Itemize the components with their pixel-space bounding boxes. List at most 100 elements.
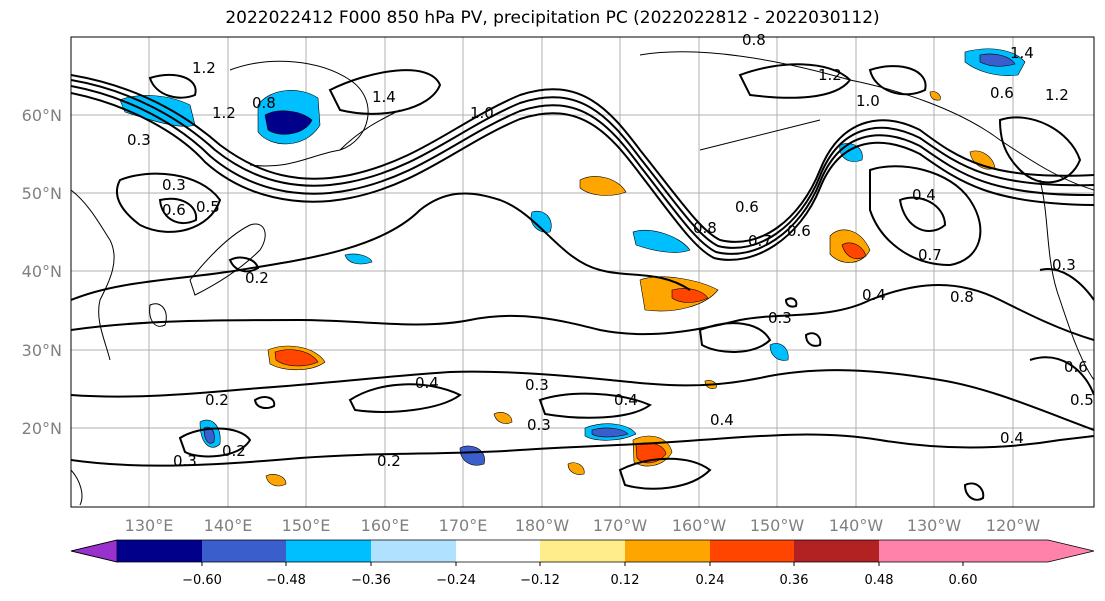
contour-label: 0.8: [742, 31, 766, 49]
lon-label: 150°W: [750, 516, 805, 535]
contour-label: 0.4: [415, 374, 439, 392]
contour-label: 0.4: [614, 391, 638, 409]
colorbar-swatch: [625, 540, 710, 562]
neg-anomaly-patch: [344, 253, 373, 265]
contour-label: 0.7: [918, 246, 942, 264]
colorbar-tick-label: 0.36: [780, 573, 809, 588]
lon-label: 140°W: [829, 516, 884, 535]
contour-label: 0.3: [162, 176, 186, 194]
lon-label: 170°W: [593, 516, 648, 535]
colorbar-swatch: [456, 540, 540, 562]
contour-label: 0.3: [1052, 256, 1076, 274]
lon-label: 150°E: [282, 516, 331, 535]
contour-label: 1.2: [818, 66, 842, 84]
colorbar-tick-label: 0.24: [696, 573, 725, 588]
contour-label: 1.2: [1045, 86, 1069, 104]
contour-label: 1.2: [192, 59, 216, 77]
contour-label: 0.2: [222, 442, 246, 460]
contour-label: 1.0: [856, 92, 880, 110]
neg-anomaly-patch: [203, 426, 215, 444]
neg-anomaly-patch: [459, 445, 485, 466]
lat-label: 50°N: [22, 184, 62, 203]
contour-label: 0.2: [377, 452, 401, 470]
contour-label: 0.3: [525, 376, 549, 394]
contour-label: 0.6: [1064, 358, 1088, 376]
colorbar-tick-label: −0.24: [436, 573, 476, 588]
contour-label: 1.4: [372, 88, 396, 106]
pos-anomaly-patch: [567, 462, 585, 475]
pos-anomaly-patch: [929, 91, 941, 101]
contour-label: 0.3: [768, 309, 792, 327]
contour-label: 0.4: [1000, 429, 1024, 447]
lon-label: 180°W: [515, 516, 570, 535]
colorbar-swatch: [117, 540, 202, 562]
colorbar-tick-label: 0.48: [865, 573, 894, 588]
colorbar-left-extension: [70, 539, 118, 563]
colorbar-tick-label: −0.60: [182, 573, 222, 588]
colorbar-swatch: [202, 540, 286, 562]
lon-label: 160°E: [361, 516, 410, 535]
lat-label: 40°N: [22, 262, 62, 281]
lat-label: 20°N: [22, 419, 62, 438]
lon-label: 140°E: [204, 516, 253, 535]
contour-label: 1.0: [470, 104, 494, 122]
pos-anomaly-patch: [841, 242, 867, 259]
contour-label: 0.6: [787, 222, 811, 240]
contour-label: 0.6: [990, 84, 1014, 102]
contour-label: 0.8: [693, 219, 717, 237]
pv-contours: [71, 63, 1094, 501]
colorbar-outline: [70, 539, 1095, 563]
lon-label: 130°E: [125, 516, 174, 535]
pos-anomaly-patch: [274, 349, 319, 367]
contour-label: 0.4: [710, 411, 734, 429]
contour-label: 0.3: [127, 131, 151, 149]
longitude-labels: 130°E 140°E 150°E 160°E 170°E 180°W 170°…: [125, 516, 1041, 535]
colorbar-right-extension: [963, 540, 1094, 562]
contour-label: 0.3: [173, 452, 197, 470]
colorbar-swatch: [879, 540, 963, 562]
neg-anomaly-patch: [264, 110, 313, 135]
contour-label: 1.2: [212, 104, 236, 122]
contour-label: 0.6: [162, 201, 186, 219]
pos-anomaly-patch: [579, 176, 627, 196]
contour-label: 1.4: [1010, 44, 1034, 62]
colorbar-swatch: [286, 540, 371, 562]
contour-label: 0.2: [245, 269, 269, 287]
colorbar-swatch: [794, 540, 879, 562]
colorbar-tick-label: −0.12: [520, 573, 560, 588]
pos-anomaly-patch: [493, 412, 513, 424]
colorbar-tick-label: −0.36: [351, 573, 391, 588]
lat-label: 30°N: [22, 341, 62, 360]
colorbar-swatch: [710, 540, 794, 562]
neg-anomaly-patch: [591, 427, 629, 438]
contour-label: 0.5: [196, 198, 220, 216]
contour-label: 0.6: [735, 198, 759, 216]
colorbar-tick-label: 0.60: [949, 573, 978, 588]
map-title: 2022022412 F000 850 hPa PV, precipitatio…: [225, 8, 880, 28]
precip-shading: [119, 48, 1026, 487]
contour-label: 0.7: [748, 232, 772, 250]
neg-anomaly-patch: [769, 343, 789, 361]
contour-label: 0.2: [205, 391, 229, 409]
colorbar-swatch: [540, 540, 625, 562]
contour-label: 0.3: [527, 416, 551, 434]
neg-anomaly-patch: [979, 53, 1016, 67]
colorbar-tick-label: 0.12: [611, 573, 640, 588]
colorbar-swatch: [371, 540, 456, 562]
colorbar-tick-label: −0.48: [266, 573, 306, 588]
lon-label: 170°E: [439, 516, 488, 535]
map-frame: [70, 36, 1095, 508]
contour-labels: 1.2 1.2 0.8 1.4 1.2 0.3 0.6 0.5 0.2 1.0 …: [127, 31, 1094, 470]
lat-label: 60°N: [22, 106, 62, 125]
coastlines: [71, 51, 1094, 506]
neg-anomaly-patch: [632, 229, 691, 253]
contour-label: 0.5: [1070, 391, 1094, 409]
colorbar: −0.60 −0.48 −0.36 −0.24 −0.12 0.12 0.24 …: [70, 539, 1095, 588]
contour-label: 0.4: [862, 286, 886, 304]
pos-anomaly-patch: [265, 474, 287, 487]
neg-anomaly-patch: [530, 210, 552, 233]
latitude-labels: 60°N 50°N 40°N 30°N 20°N: [22, 106, 62, 438]
contour-label: 0.4: [912, 186, 936, 204]
lon-label: 130°W: [907, 516, 962, 535]
